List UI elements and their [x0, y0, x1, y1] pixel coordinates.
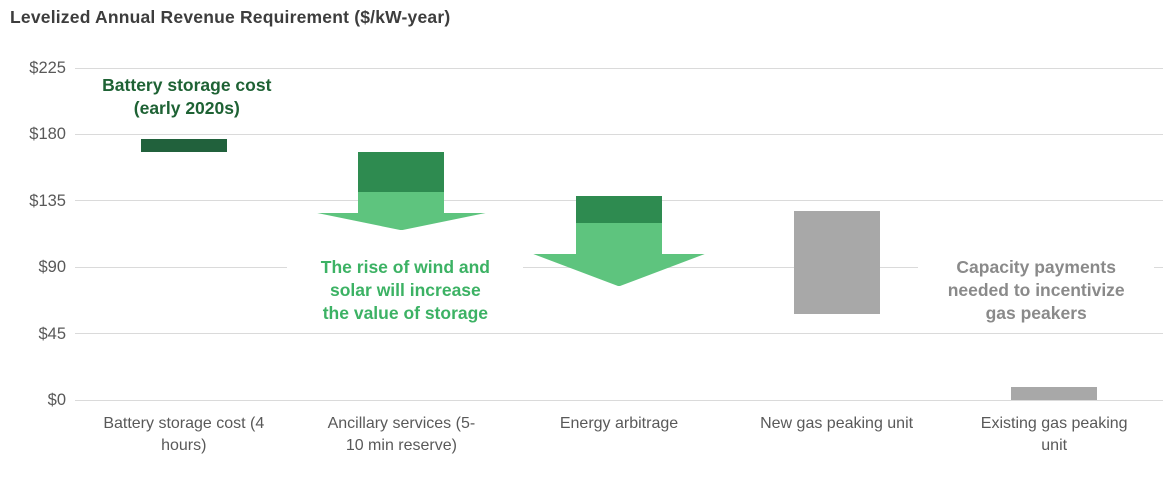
x-axis-label-2: Energy arbitrage	[559, 415, 679, 432]
down-arrow-head-2	[533, 253, 705, 287]
x-axis-label-1: Ancillary services (5- 10 min reserve)	[327, 415, 476, 454]
annotation-0: Battery storage cost (early 2020s)	[68, 72, 305, 123]
y-tick-label-225: $225	[29, 59, 66, 77]
x-axis-label-4: Existing gas peaking unit	[980, 415, 1128, 454]
y-tick-label-0: $0	[47, 391, 66, 409]
down-arrow-head-1	[315, 212, 488, 231]
gridline-180	[75, 133, 1163, 135]
gridline-0	[75, 399, 1163, 401]
y-tick-label-135: $135	[29, 191, 66, 210]
bar-2	[576, 196, 662, 225]
annotation-1: The rise of wind and solar will increase…	[287, 253, 524, 327]
bar-0	[140, 138, 227, 153]
bar-4	[1011, 386, 1098, 400]
x-axis-label-3: New gas peaking unit	[760, 415, 914, 432]
y-tick-label-90: $90	[38, 258, 66, 277]
y-tick-label-180: $180	[29, 125, 66, 144]
chart-title: Levelized Annual Revenue Requirement ($/…	[10, 7, 451, 27]
bar-1	[358, 152, 445, 194]
annotation-2: Capacity payments needed to incentivize …	[918, 253, 1155, 327]
bar-3	[793, 211, 880, 315]
down-arrow-stem-2	[576, 223, 662, 254]
gridline-225	[75, 67, 1163, 69]
x-axis-label-0: Battery storage cost (4 hours)	[103, 415, 265, 454]
down-arrow-stem-1	[358, 192, 445, 213]
y-tick-label-45: $45	[38, 324, 66, 343]
gridline-45	[75, 333, 1163, 335]
